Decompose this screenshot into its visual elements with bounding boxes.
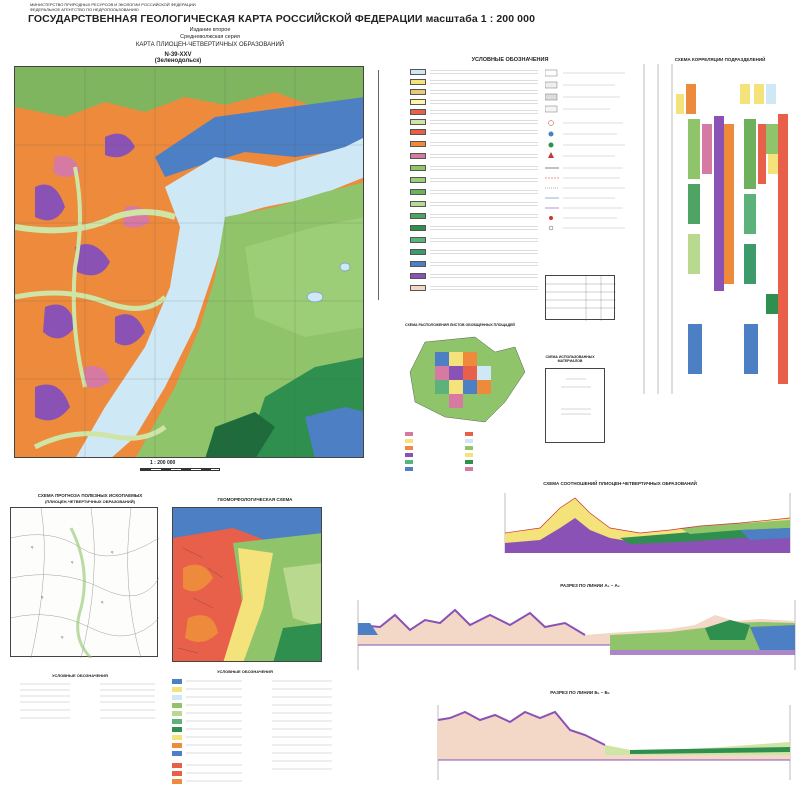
- deposits-legend: [10, 680, 160, 740]
- relations-scheme: [500, 488, 795, 558]
- geomorph-inset-canvas: [173, 508, 321, 661]
- materials-title: СХЕМА ИСПОЛЬЗОВАННЫХ МАТЕРИАЛОВ: [545, 355, 595, 363]
- materials-scheme-canvas: [561, 378, 591, 415]
- index-map-legend-canvas: [405, 432, 473, 471]
- deposits-inset-canvas: Q Q Q Q Q Q: [10, 507, 160, 660]
- geomorph-inset-map[interactable]: [172, 507, 322, 662]
- main-geological-map[interactable]: [14, 66, 364, 458]
- section1-profile: [350, 595, 800, 685]
- legend-title: УСЛОВНЫЕ ОБОЗНАЧЕНИЯ: [471, 57, 549, 63]
- main-map-canvas: [15, 67, 363, 457]
- correlation-scheme: [636, 64, 796, 394]
- relations-scheme-canvas: [504, 493, 791, 553]
- deposits-table: [545, 275, 616, 321]
- geomorph-legend: [172, 677, 422, 795]
- main-map-scale: 1 : 200 000: [150, 460, 176, 466]
- ministry-line-1: МИНИСТЕРСТВО ПРИРОДНЫХ РЕСУРСОВ И ЭКОЛОГ…: [30, 2, 196, 7]
- scale-bar: [140, 468, 220, 471]
- section2-title: РАЗРЕЗ ПО ЛИНИИ Б₁ – Б₂: [550, 690, 610, 695]
- deposits-table-canvas: [546, 276, 616, 321]
- geomorph-title: ГЕОМОРФОЛОГИЧЕСКАЯ СХЕМА: [217, 497, 293, 502]
- deposits-legend-canvas: [20, 683, 155, 719]
- ministry-line-2: ФЕДЕРАЛЬНОЕ АГЕНТСТВО ПО НЕДРОПОЛЬЗОВАНИ…: [30, 7, 139, 12]
- geomorph-legend-canvas: [172, 679, 332, 784]
- deposits-inset-map[interactable]: Q Q Q Q Q Q: [10, 507, 160, 660]
- legend-symbols: [544, 68, 635, 248]
- correlation-title: СХЕМА КОРРЕЛЯЦИИ ПОДРАЗДЕЛЕНИЙ: [674, 57, 766, 62]
- section2-canvas: [437, 705, 791, 780]
- svg-text:Q: Q: [71, 560, 74, 564]
- relations-title: СХЕМА СООТНОШЕНИЙ ПЛИОЦЕН-ЧЕТВЕРТИЧНЫХ О…: [543, 481, 697, 486]
- sheet-number: N-39-XXV (Зеленодольск): [154, 52, 202, 64]
- index-map: [405, 332, 530, 427]
- series-label: Средневолжская серия: [180, 34, 240, 40]
- ministry-header: МИНИСТЕРСТВО ПРИРОДНЫХ РЕСУРСОВ И ЭКОЛОГ…: [30, 2, 330, 12]
- deposits-legend-title: УСЛОВНЫЕ ОБОЗНАЧЕНИЯ: [52, 673, 108, 678]
- legend-units: [410, 68, 540, 300]
- legend-stratigraphic-column: [378, 70, 408, 300]
- edition-label: Издание второе: [189, 27, 231, 33]
- section1-title: РАЗРЕЗ ПО ЛИНИИ А₁ – А₂: [560, 583, 620, 588]
- legend-symbols-canvas: [544, 69, 625, 231]
- index-map-title: СХЕМА РАСПОЛОЖЕНИЯ ЛИСТОВ ОБОБЩЕННЫХ ПЛО…: [405, 323, 515, 327]
- map-title: ГОСУДАРСТВЕННАЯ ГЕОЛОГИЧЕСКАЯ КАРТА РОСС…: [28, 13, 536, 25]
- index-map-canvas: [409, 336, 526, 423]
- section2-profile: [430, 700, 795, 795]
- geomorph-legend-title: УСЛОВНЫЕ ОБОЗНАЧЕНИЯ: [217, 669, 273, 674]
- svg-text:Q: Q: [101, 600, 104, 604]
- materials-scheme: [545, 368, 605, 443]
- index-map-legend: [405, 430, 530, 480]
- correlation-scheme-canvas: [643, 64, 788, 394]
- svg-text:Q: Q: [111, 550, 114, 554]
- svg-text:Q: Q: [61, 635, 64, 639]
- deposits-title-1: СХЕМА ПРОГНОЗА ПОЛЕЗНЫХ ИСКОПАЕМЫХ: [37, 493, 143, 498]
- svg-text:Q: Q: [41, 595, 44, 599]
- section1-canvas: [357, 600, 796, 670]
- map-name: КАРТА ПЛИОЦЕН-ЧЕТВЕРТИЧНЫХ ОБРАЗОВАНИЙ: [135, 42, 285, 48]
- deposits-title-2: (ПЛИОЦЕН-ЧЕТВЕРТИЧНЫХ ОБРАЗОВАНИЙ): [45, 499, 135, 504]
- svg-text:Q: Q: [31, 545, 34, 549]
